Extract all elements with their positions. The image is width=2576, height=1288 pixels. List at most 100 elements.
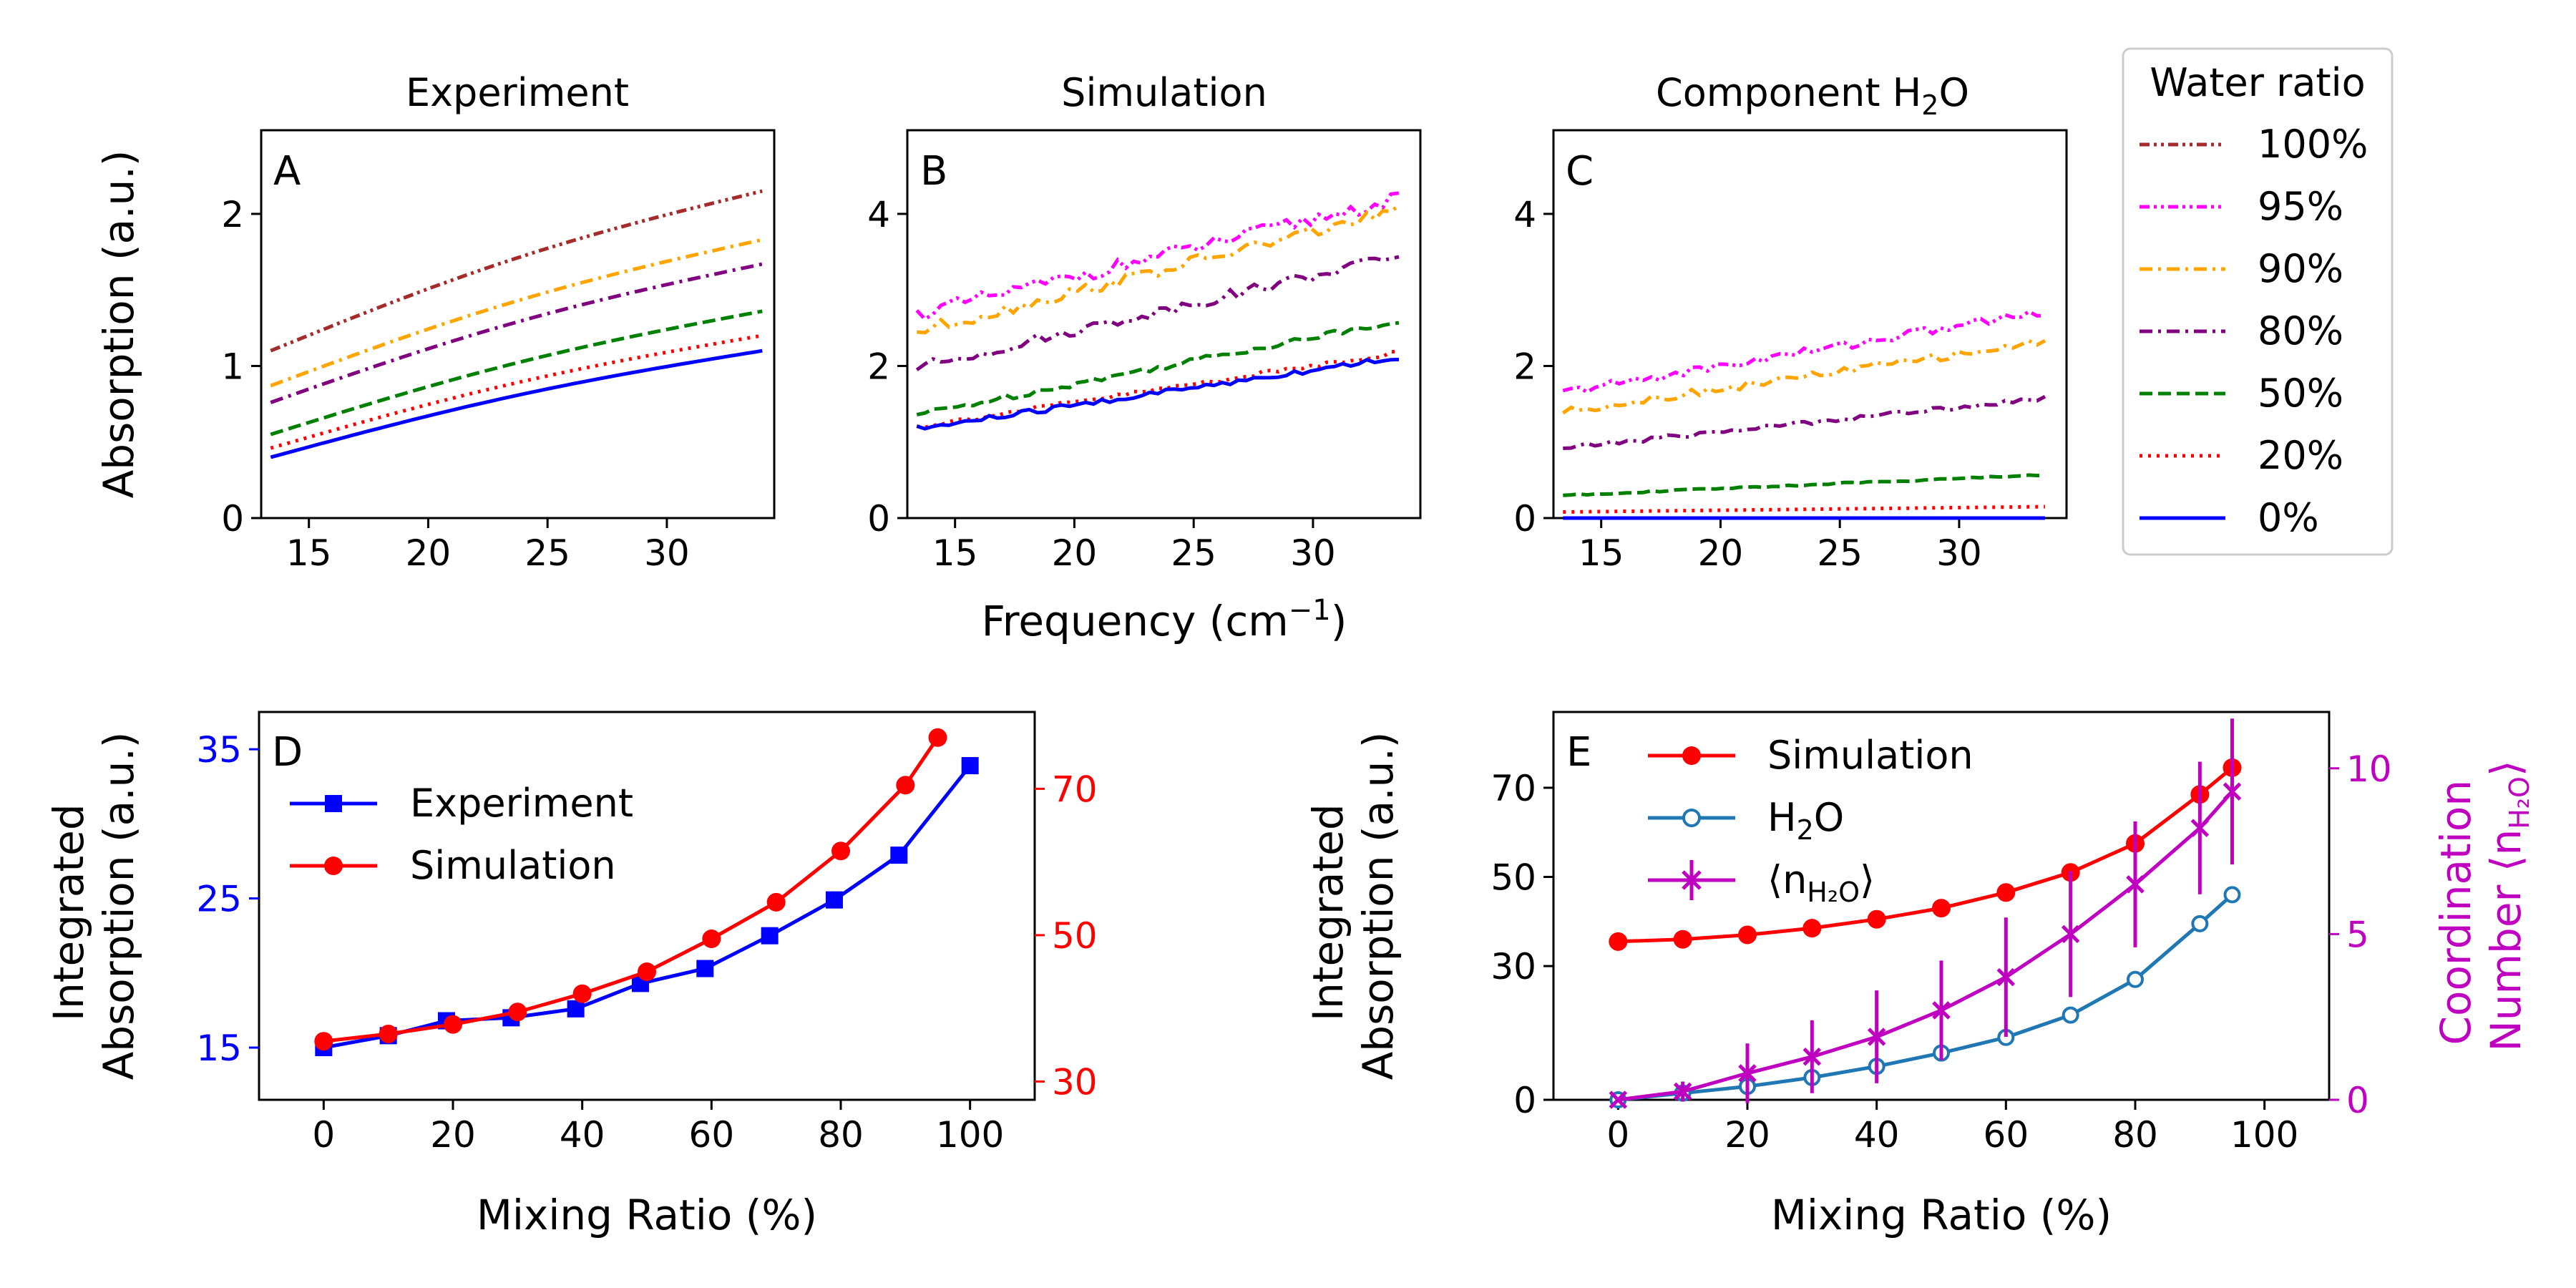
panel-e-y-label: Integrated Absorption (a.u.) bbox=[1304, 732, 1402, 1080]
x-tick-label: 40 bbox=[560, 1114, 605, 1156]
y-tick-label: 1 bbox=[221, 346, 244, 387]
x-tick-label: 25 bbox=[1817, 532, 1863, 574]
panel-d-label: D bbox=[272, 729, 303, 776]
legend-label: 95% bbox=[2258, 184, 2343, 229]
data-point bbox=[1867, 1028, 1886, 1046]
y-tick-label: 0 bbox=[1513, 498, 1536, 540]
series-line-95pct bbox=[1562, 309, 2046, 394]
x-tick-label: 20 bbox=[1698, 532, 1744, 574]
panel-e-y-label-right: Coordination Number ⟨nH₂O⟩ bbox=[2431, 760, 2535, 1051]
data-point bbox=[1802, 919, 1822, 938]
x-tick-label: 60 bbox=[1984, 1114, 2029, 1156]
data-point bbox=[1802, 1048, 1822, 1066]
data-point bbox=[2191, 914, 2209, 932]
x-tick-label: 40 bbox=[1854, 1114, 1900, 1156]
data-point bbox=[1996, 883, 2016, 902]
x-tick-label: 15 bbox=[932, 532, 978, 574]
panel-e-label: E bbox=[1566, 729, 1591, 776]
x-tick-label: 20 bbox=[1052, 532, 1098, 574]
panel-c-plot: 15 20 25 30 0 2 4 bbox=[1513, 194, 2046, 574]
y-tick-label: 2 bbox=[867, 346, 890, 387]
data-point bbox=[2061, 924, 2080, 944]
panel-d-plot: 0 20 40 60 80 100 15 25 35 30 50 70 bbox=[196, 728, 1098, 1156]
series-line-20pct bbox=[270, 333, 763, 450]
y-tick-label: 0 bbox=[221, 498, 244, 540]
x-tick-label: 20 bbox=[406, 532, 452, 574]
y-tick-label-left: 50 bbox=[1491, 857, 1536, 899]
series-line-0pct bbox=[916, 357, 1400, 431]
x-tick-label: 30 bbox=[1290, 532, 1336, 574]
legend-label: 100% bbox=[2258, 122, 2368, 167]
panel-a-plot: 15 20 25 30 0 1 2 bbox=[221, 189, 763, 574]
panel-b: Simulation B 15 20 25 30 0 2 4 bbox=[867, 70, 1422, 574]
legend-title: Water ratio bbox=[2150, 60, 2365, 105]
panel-d: D Integrated Absorption (a.u.) Mixing Ra… bbox=[44, 711, 1098, 1239]
x-tick-label: 20 bbox=[430, 1114, 476, 1156]
series-line-80pct bbox=[1563, 394, 2046, 450]
data-point bbox=[567, 1000, 585, 1018]
panel-e-x-label: Mixing Ratio (%) bbox=[1771, 1191, 2112, 1239]
data-point bbox=[572, 984, 592, 1003]
x-tick-label: 100 bbox=[936, 1114, 1004, 1156]
legend-label: 90% bbox=[2258, 246, 2343, 291]
legend-e-n-marker bbox=[1682, 870, 1702, 890]
y-tick-label-left: 25 bbox=[196, 879, 242, 920]
panel-c-title: Component H2O bbox=[1656, 70, 1969, 121]
panel-b-title: Simulation bbox=[1061, 70, 1267, 115]
data-point bbox=[1932, 1001, 1951, 1020]
panel-b-axes bbox=[906, 129, 1422, 519]
y-tick-label-right: 5 bbox=[2346, 914, 2369, 955]
y-tick-label: 4 bbox=[1513, 194, 1536, 235]
legend-simulation-marker bbox=[324, 857, 343, 875]
y-tick-label-right: 50 bbox=[1052, 915, 1098, 957]
data-point bbox=[444, 1015, 462, 1034]
series-line-20pct bbox=[916, 349, 1400, 429]
panel-a: Experiment A 15 20 25 30 0 1 2 bbox=[221, 70, 776, 574]
data-point bbox=[890, 847, 908, 864]
x-tick-label: 25 bbox=[1171, 532, 1216, 574]
y-tick-label-left: 15 bbox=[196, 1028, 242, 1069]
data-point bbox=[2223, 782, 2242, 801]
legend-experiment-label: Experiment bbox=[410, 781, 633, 826]
panel-a-axes bbox=[260, 129, 776, 519]
data-point bbox=[831, 841, 850, 861]
series-line-80pct bbox=[270, 262, 763, 404]
x-tick-label: 0 bbox=[1606, 1114, 1629, 1156]
legend-e-h2o-marker bbox=[1682, 809, 1701, 827]
data-point bbox=[1673, 930, 1692, 949]
y-tick-label-right: 0 bbox=[2346, 1080, 2369, 1121]
legend-frame bbox=[2122, 47, 2394, 556]
shared-x-label: Frequency (cm−1) bbox=[982, 594, 1347, 645]
series-line-50pct bbox=[916, 321, 1400, 416]
water-ratio-legend: Water ratio 100% 95% 90% 80% 50% 20% 0% bbox=[2122, 47, 2394, 556]
y-tick-label-left: 70 bbox=[1491, 768, 1536, 809]
y-tick-label-right: 30 bbox=[1052, 1061, 1098, 1103]
panel-d-legend: Experiment Simulation bbox=[290, 781, 633, 888]
legend-label: 0% bbox=[2258, 495, 2319, 540]
panel-d-x-label: Mixing Ratio (%) bbox=[477, 1191, 817, 1239]
data-point bbox=[1932, 899, 1951, 918]
data-point bbox=[825, 891, 843, 909]
legend-entries: 100% 95% 90% 80% 50% 20% 0% bbox=[2140, 122, 2368, 540]
data-point bbox=[2062, 1006, 2079, 1024]
data-point bbox=[2127, 970, 2144, 988]
panel-a-label: A bbox=[273, 148, 301, 195]
series-line-50pct bbox=[1563, 473, 2046, 497]
data-point bbox=[928, 728, 947, 747]
x-tick-label: 100 bbox=[2230, 1114, 2298, 1156]
data-point bbox=[1996, 967, 2016, 987]
data-point bbox=[1738, 925, 1757, 945]
data-point bbox=[638, 962, 656, 982]
series-line-90pct bbox=[1561, 338, 2046, 415]
legend-experiment-marker bbox=[325, 795, 342, 812]
y-tick-label: 4 bbox=[867, 194, 890, 235]
legend-e-h2o-label: H2O bbox=[1767, 795, 1844, 846]
x-tick-label: 80 bbox=[2112, 1114, 2158, 1156]
panel-d-axes bbox=[258, 711, 1036, 1101]
data-point bbox=[379, 1024, 398, 1043]
series-line-100pct bbox=[270, 189, 763, 353]
data-point bbox=[702, 930, 721, 949]
y-tick-label: 2 bbox=[221, 194, 244, 235]
y-tick-label-left: 0 bbox=[1513, 1080, 1536, 1121]
panel-b-plot: 15 20 25 30 0 2 4 bbox=[867, 191, 1400, 574]
